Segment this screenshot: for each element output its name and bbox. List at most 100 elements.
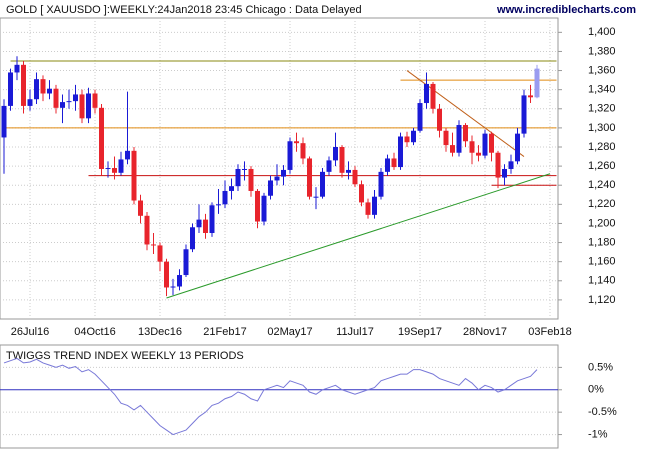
y-tick-label: 1,180 [588,236,616,248]
x-tick-label: 28Nov17 [463,326,507,338]
y-tick-label: 0.5% [588,361,613,373]
candle-body [118,159,124,173]
candle-body [502,168,507,178]
candle-body [326,160,332,172]
y-tick-label: 1,260 [588,160,616,172]
chart-title: GOLD [ XAUUSDO ]:WEEKLY:24Jan2018 23:45 … [6,4,362,16]
candle-body [352,169,358,185]
source: www.incrediblecharts.com [496,4,636,16]
candle-body [268,180,273,196]
candle-body [47,88,52,94]
x-tick-label: 21Feb17 [203,326,246,338]
candle-body [300,143,306,159]
candle-body [307,158,312,197]
candle-body [281,169,286,177]
candle-body [333,147,338,161]
candle-body [34,79,39,100]
candle-body [508,161,514,169]
y-tick-label: 1,320 [588,103,616,115]
candle-body [365,202,371,215]
x-tick-label: 26Jul16 [11,326,50,338]
x-tick-label: 04Oct16 [74,326,116,338]
candle-body [495,152,501,178]
candle-body [378,171,384,197]
candle-body [164,261,169,288]
candle-body [190,227,195,250]
candle-body [60,102,65,108]
x-tick-label: 02May17 [267,326,312,338]
candle-body [294,141,299,144]
candle-body [73,94,78,102]
x-tick-label: 19Sep17 [398,326,442,338]
candle-body [242,168,247,170]
candle-body [456,125,462,153]
y-tick-label: 1,220 [588,198,616,210]
candle-body [105,168,111,170]
candle-body [450,145,455,153]
candle-body [27,99,33,106]
candle-body [99,107,104,169]
y-tick-label: 1,340 [588,84,616,96]
candle-body [79,94,85,119]
candle-body [222,190,228,205]
candle-body [255,190,260,222]
candle-body [209,205,215,233]
candle-body [196,219,202,228]
candle-body [515,133,520,162]
candle-body [359,184,364,203]
candle-body [424,83,429,104]
candle-body [287,141,293,170]
x-tick-label: 03Feb18 [528,326,571,338]
y-tick-label: 0% [588,384,604,396]
y-tick-label: 1,300 [588,122,616,134]
candle-body [320,171,325,197]
x-tick-label: 13Dec16 [138,326,182,338]
candle-body [229,186,234,191]
candle-body [203,219,208,233]
indicator-panel [0,344,559,449]
candle-body [235,168,241,187]
y-tick-label: 1,140 [588,275,616,287]
candle-body [183,249,189,276]
y-tick-label: -0.5% [588,406,617,418]
candle-body [66,101,72,103]
candle-body [528,95,533,98]
candle-body [404,136,410,143]
candle-body [157,245,163,262]
candle-body [92,93,98,108]
candle-body [430,83,436,109]
candle-body [489,133,494,153]
candle-body [482,133,488,156]
indicator-title: TWIGGS TREND INDEX WEEKLY 13 PERIODS [6,350,244,362]
candle-body [437,108,442,131]
candle-body [138,200,143,216]
candle-body [248,168,254,191]
candle-body [443,130,449,146]
candle-body [346,169,351,173]
trend-line [166,173,551,299]
candle-body [274,176,280,181]
candle-body [411,130,416,143]
candle-body [385,158,390,172]
candle-body [177,275,182,287]
x-tick-label: 11Jul17 [336,326,374,338]
candle-body [170,286,176,288]
candle-body [125,150,130,160]
candle-body [463,125,468,142]
y-tick-label: -1% [588,428,608,440]
candle-body [417,103,423,131]
candle-body [476,152,481,156]
candle-body [313,196,319,198]
candle-body [391,158,397,168]
candle-body [469,141,475,153]
candle-body [86,93,91,119]
price-panel [0,17,559,320]
y-tick-label: 1,120 [588,294,616,306]
candle-body [8,72,13,106]
y-tick-label: 1,400 [588,26,616,38]
candle-body [40,79,46,94]
candle-body [372,196,377,215]
